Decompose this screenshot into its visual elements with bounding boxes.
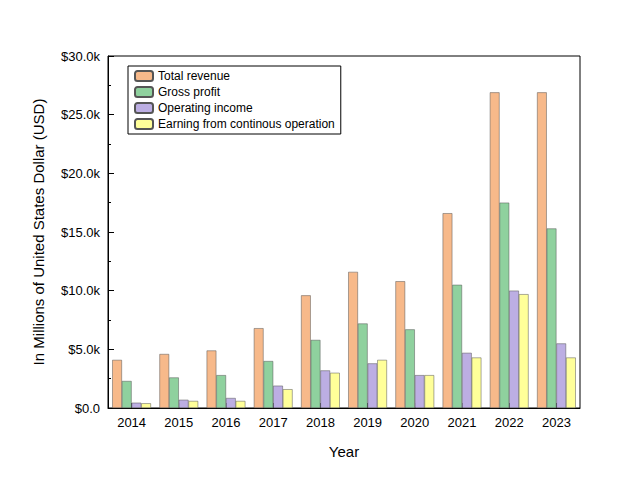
svg-text:2019: 2019 [353, 415, 382, 430]
svg-text:2015: 2015 [164, 415, 193, 430]
svg-text:In Millions of United States D: In Millions of United States Dollar (USD… [30, 99, 47, 366]
svg-text:2018: 2018 [306, 415, 335, 430]
svg-text:2020: 2020 [400, 415, 429, 430]
svg-text:Year: Year [329, 443, 359, 460]
svg-text:2022: 2022 [495, 415, 524, 430]
svg-text:2021: 2021 [448, 415, 477, 430]
svg-text:2017: 2017 [259, 415, 288, 430]
svg-text:$15.0k: $15.0k [61, 225, 101, 240]
svg-text:$25.0k: $25.0k [61, 107, 101, 122]
svg-text:2016: 2016 [212, 415, 241, 430]
svg-text:$0.0: $0.0 [75, 401, 100, 416]
svg-text:Earning from continous operati: Earning from continous operation [158, 117, 335, 131]
svg-text:2014: 2014 [117, 415, 146, 430]
svg-text:$30.0k: $30.0k [61, 49, 101, 64]
svg-text:$10.0k: $10.0k [61, 283, 101, 298]
svg-text:Gross profit: Gross profit [158, 85, 221, 99]
svg-text:$5.0k: $5.0k [68, 342, 100, 357]
svg-text:Total revenue: Total revenue [158, 69, 230, 83]
svg-text:$20.0k: $20.0k [61, 166, 101, 181]
svg-text:Operating income: Operating income [158, 101, 253, 115]
svg-text:2023: 2023 [542, 415, 571, 430]
